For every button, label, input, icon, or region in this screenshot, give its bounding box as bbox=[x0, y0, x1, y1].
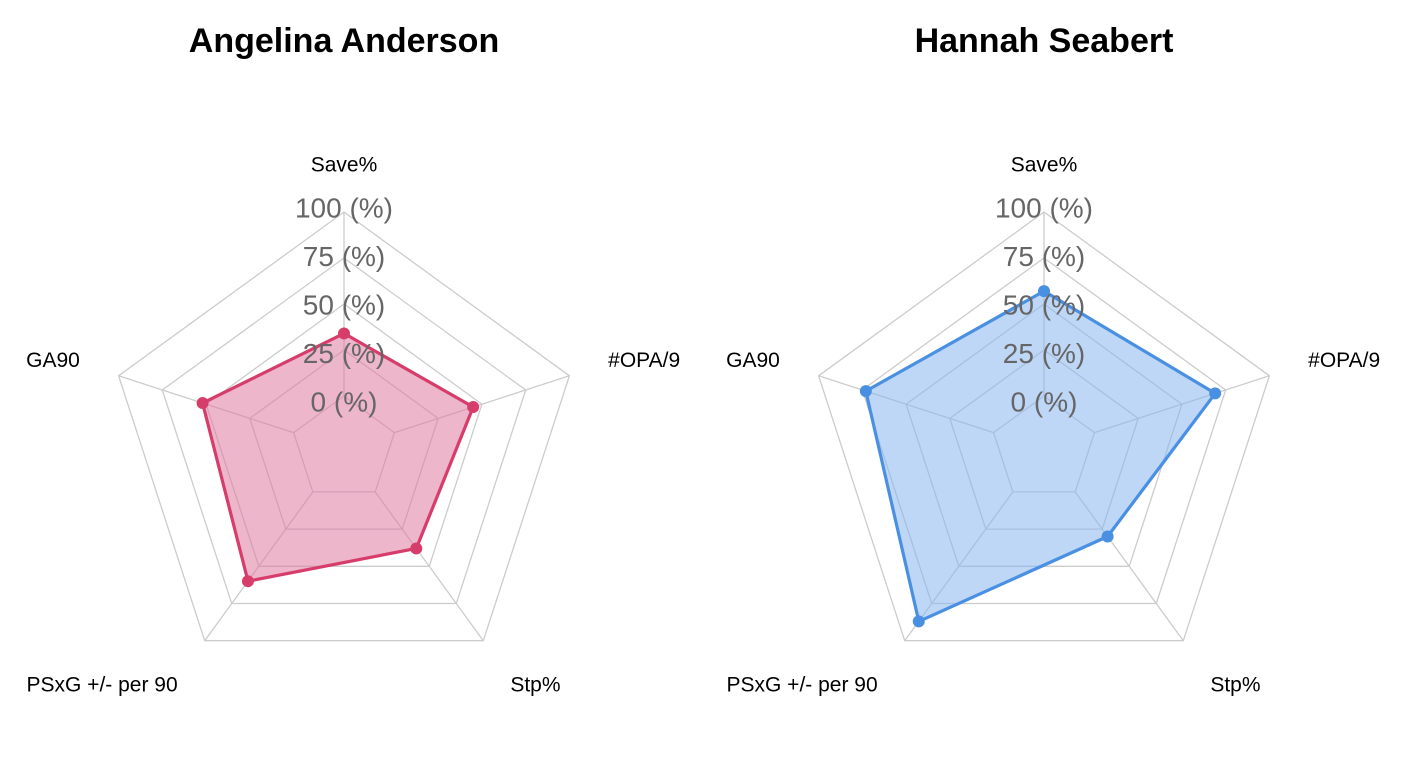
tick-label: 75 (%) bbox=[303, 241, 385, 272]
axis-label: #OPA/9 bbox=[1308, 349, 1380, 372]
data-point bbox=[241, 575, 254, 588]
data-point bbox=[912, 615, 925, 628]
axis-label: Save% bbox=[311, 154, 378, 177]
radar-chart-right: Hannah Seabert 0 (%) 25 (%) 50 (%) 75 (%) 10… bbox=[726, 22, 1380, 696]
data-point bbox=[1038, 285, 1050, 298]
grid-ring bbox=[205, 303, 483, 567]
tick-label: 50 (%) bbox=[303, 289, 385, 320]
axis-label: Stp% bbox=[510, 673, 560, 696]
chart-title: Hannah Seabert bbox=[915, 22, 1174, 60]
tick-label: 0 (%) bbox=[311, 386, 378, 417]
tick-label: 75 (%) bbox=[1003, 241, 1085, 272]
data-point bbox=[196, 397, 209, 410]
grid-ring bbox=[161, 257, 527, 605]
data-point bbox=[1101, 530, 1114, 543]
data-point bbox=[1209, 387, 1222, 400]
chart-title: Angelina Anderson bbox=[189, 22, 499, 60]
tick-label: 25 (%) bbox=[303, 338, 385, 369]
data-point bbox=[859, 385, 872, 398]
axis-label: #OPA/9 bbox=[608, 349, 680, 372]
series-area bbox=[201, 331, 475, 583]
tick-label: 50 (%) bbox=[1003, 289, 1085, 320]
axis-label: GA90 bbox=[26, 349, 80, 372]
data-point bbox=[467, 401, 480, 414]
tick-label: 100 (%) bbox=[995, 192, 1093, 223]
axis-label: GA90 bbox=[726, 349, 780, 372]
grid-ring bbox=[117, 211, 571, 642]
series-area bbox=[864, 289, 1217, 624]
axis-label: PSxG +/- per 90 bbox=[727, 673, 878, 696]
data-point bbox=[338, 327, 350, 340]
radar-chart-left: Angelina Anderson 0 (%) 25 (%) 50 (%) 75 (%… bbox=[26, 22, 680, 696]
axis-label: Save% bbox=[1011, 154, 1078, 177]
axis-label: PSxG +/- per 90 bbox=[27, 673, 178, 696]
tick-label: 100 (%) bbox=[295, 192, 393, 223]
tick-label: 25 (%) bbox=[1003, 338, 1085, 369]
data-point bbox=[410, 542, 423, 555]
grid-ring bbox=[817, 211, 1271, 642]
tick-label: 0 (%) bbox=[1011, 386, 1078, 417]
grid-ring bbox=[861, 257, 1227, 605]
axis-label: Stp% bbox=[1210, 673, 1260, 696]
